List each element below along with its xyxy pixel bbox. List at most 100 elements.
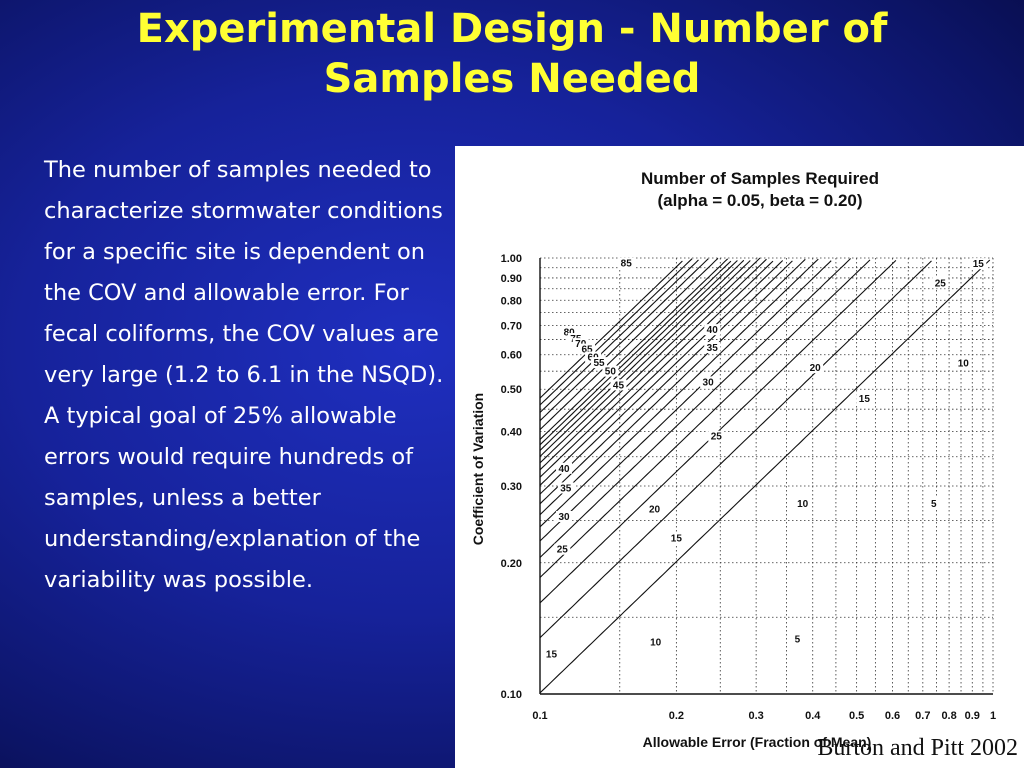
chart-panel: Number of Samples Required (alpha = 0.05…	[455, 146, 1024, 768]
curve-n-30	[539, 260, 832, 542]
curve-n-5	[539, 259, 991, 694]
curve-label-bg-1	[561, 326, 578, 338]
curve-label-bg-3	[572, 338, 589, 350]
chart-title: Number of Samples Required	[641, 169, 879, 188]
y-tick-label-3: 0.40	[501, 427, 522, 439]
curve-n-90	[539, 258, 729, 440]
curve-label-9: 40	[707, 325, 719, 336]
curve-n-35	[539, 258, 819, 528]
curve-n-45	[539, 260, 793, 505]
curve-label-bg-9	[704, 324, 721, 336]
curve-label-bg-21	[554, 543, 571, 555]
curve-label-19: 35	[560, 483, 572, 494]
tick-labels: 0.1 0.2 0.3 0.4 0.5 0.6 0.7 0.8 0.9 1 0.10 0.20 0.30…	[501, 253, 996, 722]
curve-label-16: 10	[958, 358, 970, 369]
curve-label-bg-11	[700, 376, 717, 388]
x-tick-label-4: 0.5	[849, 710, 864, 722]
curve-label-bg-13	[807, 362, 824, 374]
curve-label-20: 30	[558, 512, 570, 523]
curve-label-25: 5	[931, 499, 937, 510]
curve-n-20	[539, 259, 871, 578]
y-tick-label-0: 0.10	[501, 689, 522, 701]
curve-n-60	[539, 258, 767, 478]
curve-label-bg-16	[955, 357, 972, 369]
x-tick-label-8: 0.9	[965, 710, 980, 722]
curve-label-bg-14	[970, 258, 987, 270]
curve-n-75	[539, 259, 745, 457]
curve-label-bg-28	[789, 633, 806, 645]
curve-label-26: 15	[546, 649, 558, 660]
curve-label-bg-22	[646, 503, 663, 515]
curve-n-110	[539, 258, 709, 422]
curve-label-22: 20	[649, 505, 661, 516]
curve-label-21: 25	[557, 545, 569, 556]
curve-label-13: 20	[810, 363, 822, 374]
slide-body-text: The number of samples needed to characte…	[44, 157, 444, 593]
x-tick-label-6: 0.7	[915, 710, 930, 722]
curve-label-6: 55	[593, 358, 605, 369]
curve-label-11: 30	[703, 377, 715, 388]
curve-n-70	[539, 260, 751, 464]
curve-label-bg-12	[932, 277, 949, 289]
curve-label-bg-26	[543, 648, 560, 660]
y-tick-label-4: 0.50	[501, 384, 522, 396]
x-tick-label-7: 0.8	[941, 710, 956, 722]
curve-label-7: 50	[605, 367, 617, 378]
curve-n-120	[539, 259, 699, 413]
x-tick-label-2: 0.3	[748, 710, 763, 722]
y-tick-label-5: 0.60	[501, 350, 522, 362]
curve-label-17: 25	[711, 432, 723, 443]
curve-n-50	[539, 260, 784, 495]
curve-label-bg-19	[557, 482, 574, 494]
curve-label-bg-4	[579, 343, 596, 355]
curve-n-25	[539, 258, 851, 558]
curve-n-100	[539, 257, 719, 430]
samples-required-chart: Number of Samples Required (alpha = 0.05…	[470, 169, 996, 750]
curve-n-140	[539, 260, 683, 399]
curve-label-bg-17	[708, 430, 725, 442]
y-tick-label-7: 0.80	[501, 295, 522, 307]
curve-label-24: 10	[797, 499, 809, 510]
x-tick-label-3: 0.4	[805, 710, 821, 722]
y-tick-label-2: 0.30	[501, 481, 522, 493]
y-axis-label: Coefficient of Variation	[470, 393, 486, 545]
curve-label-4: 65	[581, 345, 593, 356]
curve-n-65	[539, 257, 761, 471]
curve-n-85	[539, 260, 732, 446]
x-tick-label-1: 0.2	[669, 710, 684, 722]
curve-label-18: 40	[558, 464, 570, 475]
curve-n-80	[539, 260, 738, 451]
curve-label-23: 15	[671, 533, 683, 544]
x-tick-label-9: 1	[990, 710, 996, 722]
curve-label-8: 45	[613, 380, 625, 391]
curve-label-27: 10	[650, 637, 662, 648]
x-axis-label: Allowable Error (Fraction of Mean)	[643, 734, 872, 750]
chart-subtitle: (alpha = 0.05, beta = 0.20)	[657, 191, 862, 210]
curve-label-0: 85	[621, 259, 633, 270]
y-tick-label-8: 0.90	[501, 273, 522, 285]
source-credit: Burton and Pitt 2002	[817, 735, 1018, 761]
curve-label-bg-27	[647, 636, 664, 648]
y-tick-label-9: 1.00	[501, 253, 522, 265]
curve-label-1: 80	[564, 327, 576, 338]
curve-label-bg-23	[668, 532, 685, 544]
curve-label-bg-10	[704, 342, 721, 354]
curve-n-40	[539, 258, 806, 516]
curve-label-bg-7	[602, 365, 619, 377]
curve-label-bg-8	[610, 379, 627, 391]
y-tick-label-1: 0.20	[501, 558, 522, 570]
curve-label-bg-20	[556, 510, 573, 522]
curve-label-bg-15	[856, 392, 873, 404]
x-tick-label-0: 0.1	[532, 710, 547, 722]
curve-label-bg-6	[591, 357, 608, 369]
x-tick-label-5: 0.6	[885, 710, 900, 722]
curve-label-10: 35	[707, 343, 719, 354]
curve-n-55	[539, 260, 774, 486]
curve-label-bg-24	[794, 497, 811, 509]
y-tick-label-6: 0.70	[501, 321, 522, 333]
slide-title: Experimental Design - Number of Samples …	[136, 6, 888, 102]
curve-n-10	[539, 260, 932, 639]
curve-label-bg-25	[925, 497, 942, 509]
curve-label-bg-5	[585, 351, 602, 363]
curve-n-130	[539, 258, 693, 406]
